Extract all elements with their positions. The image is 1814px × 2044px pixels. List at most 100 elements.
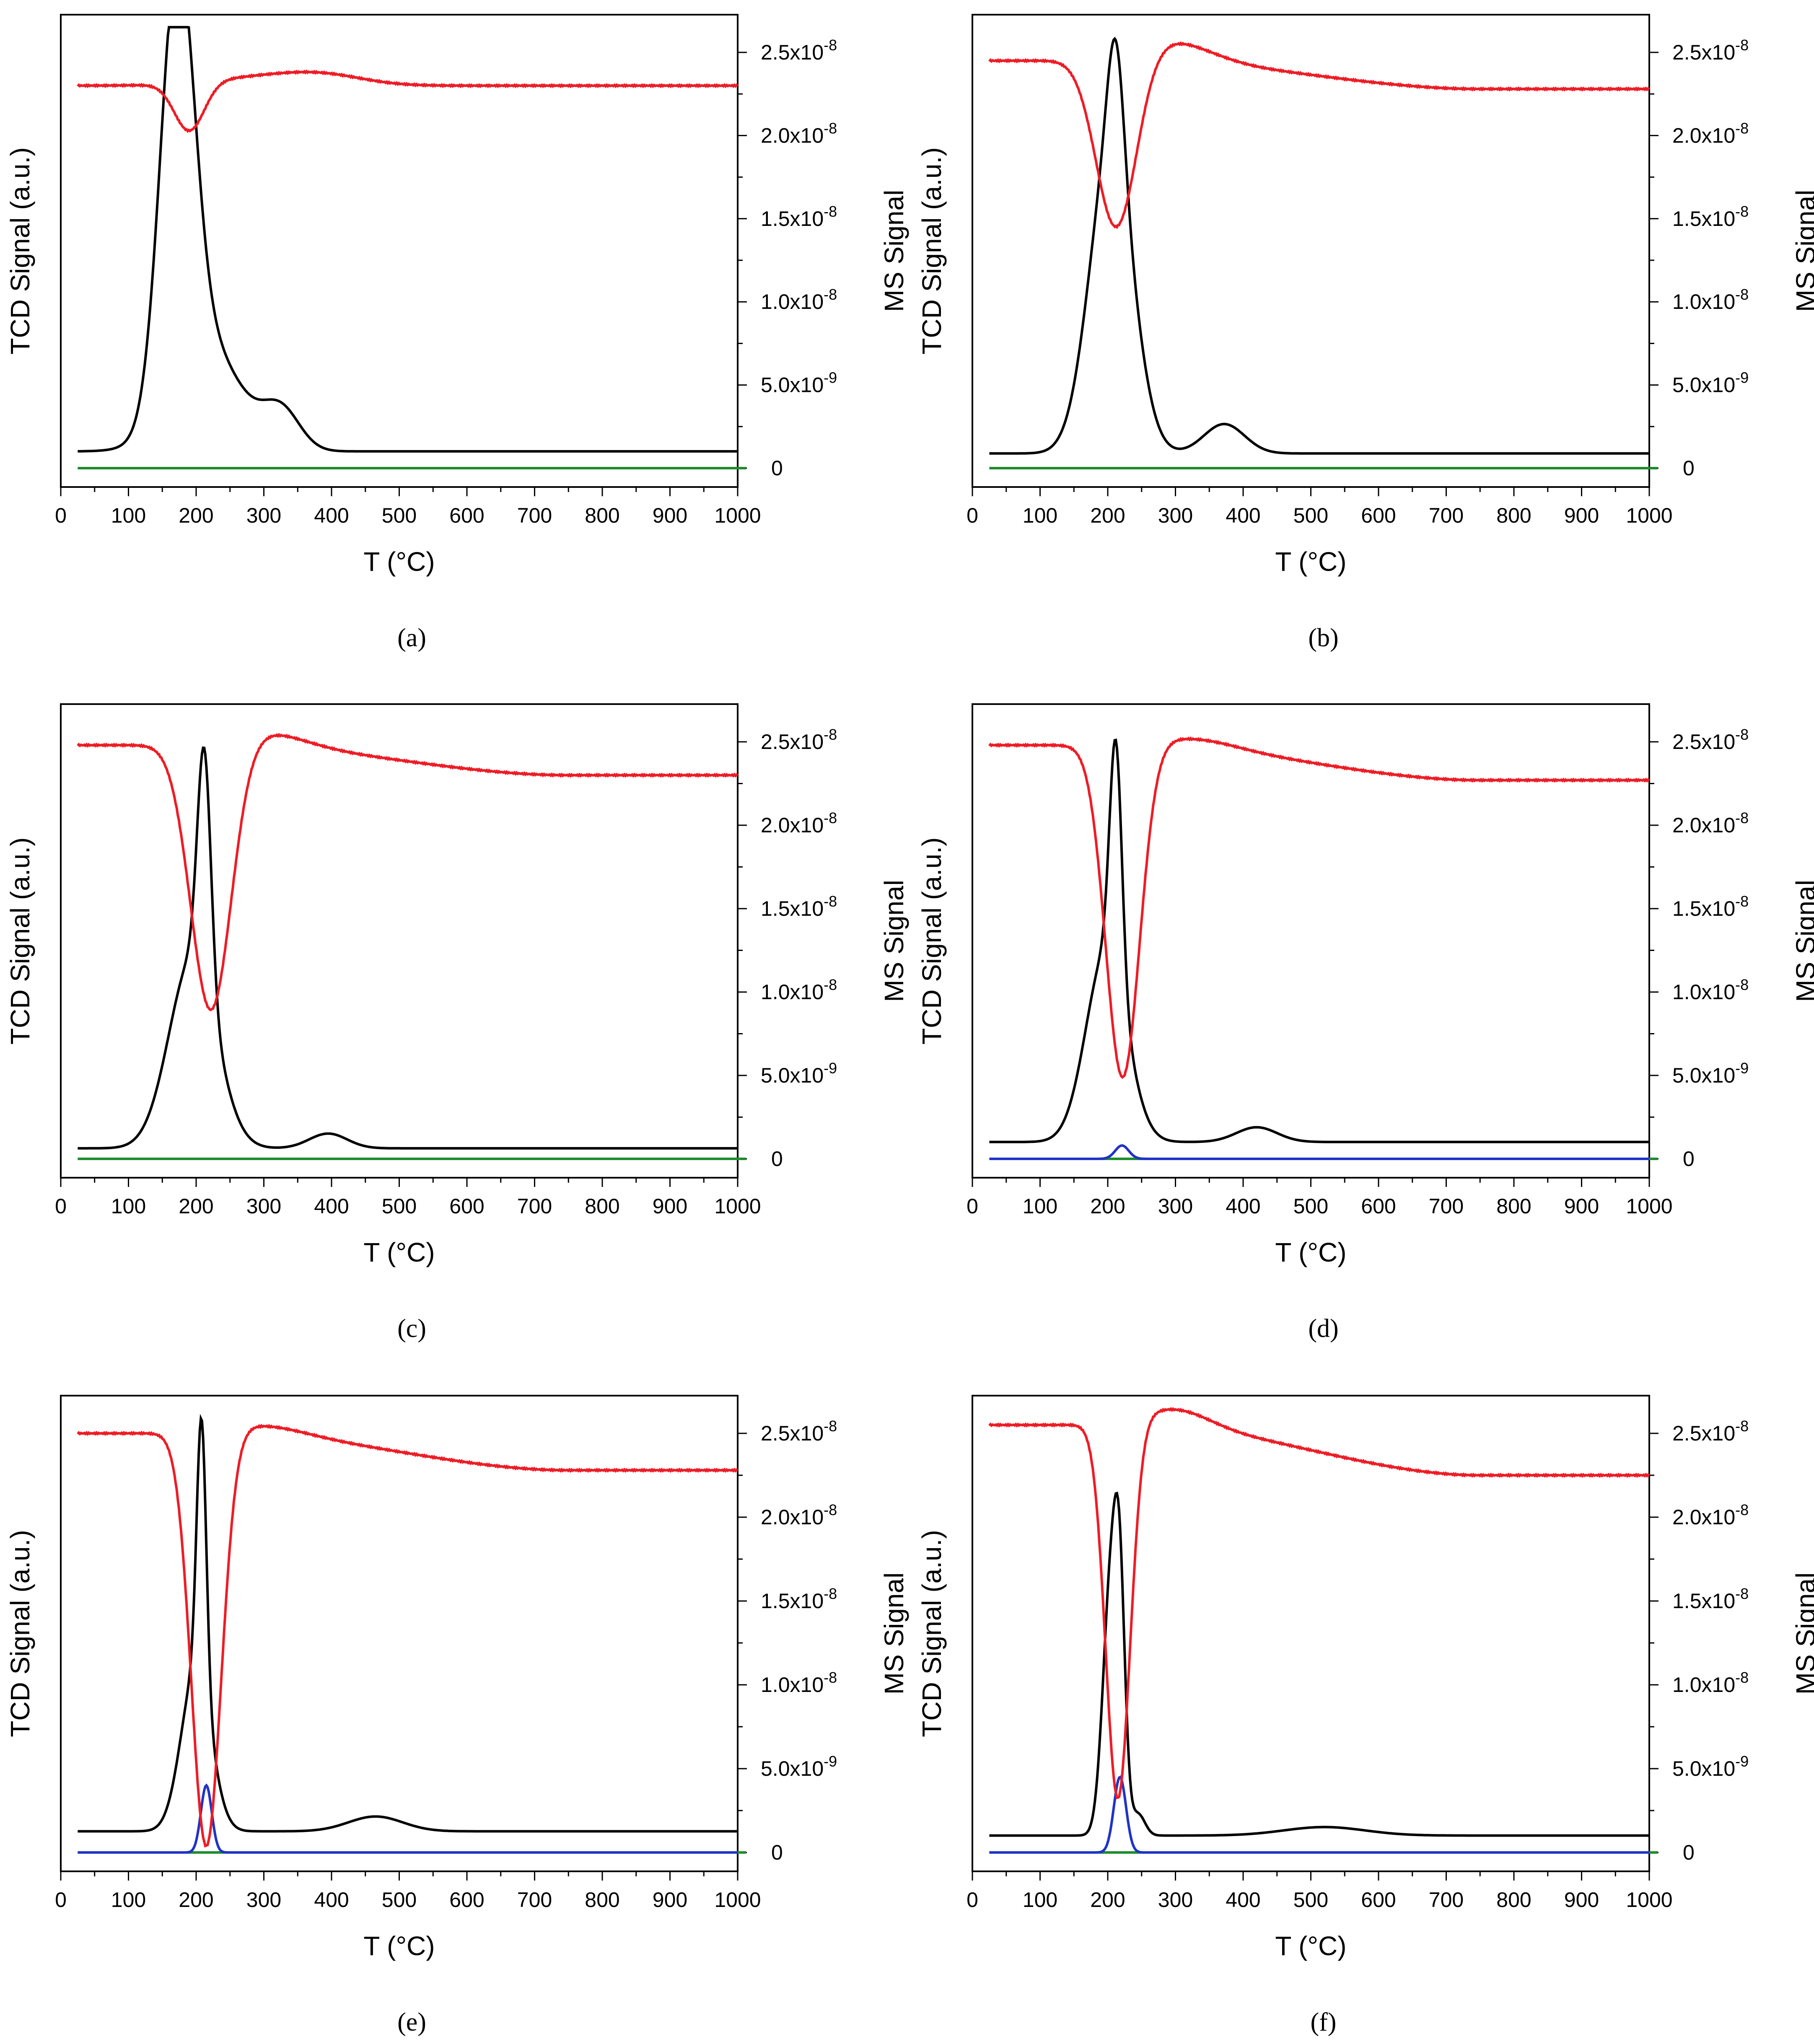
y-right-tick-label: 1.0x10-8 — [1672, 286, 1749, 313]
y-right-tick-label: 5.0x10-9 — [1672, 1753, 1749, 1780]
series-tcd — [78, 26, 738, 453]
y-right-axis-title: MS Signal — [879, 190, 909, 312]
y-right-tick-label: 0 — [771, 1147, 783, 1171]
series-ms-blue — [989, 1775, 1649, 1854]
x-tick-label: 0 — [967, 504, 978, 527]
y-right-tick-label: 1.5x10-8 — [761, 203, 837, 231]
y-right-tick-label: 1.0x10-8 — [761, 976, 837, 1004]
chart-panel-e: 0 100 200 300 400 500 600 700 800 900 1000 0 5.0x10-… — [5, 1395, 909, 2036]
x-tick-label: 100 — [111, 504, 146, 527]
x-tick-label: 900 — [653, 1194, 687, 1218]
series-ms-blue — [78, 1783, 738, 1854]
x-tick-label: 600 — [1361, 1888, 1396, 1912]
x-tick-label: 500 — [382, 504, 417, 527]
chart-panel-d: 0 100 200 300 400 500 600 700 800 900 1000 0 5.0x10-… — [917, 703, 1814, 1343]
x-tick-label: 1000 — [714, 1888, 761, 1912]
y-right-tick-label: 5.0x10-9 — [1672, 369, 1749, 397]
x-tick-label: 900 — [1564, 504, 1599, 527]
x-tick-label: 700 — [1429, 1888, 1464, 1912]
x-axis-title: T (°C) — [1275, 547, 1346, 577]
chart-panel-a: 0 100 200 300 400 500 600 700 800 900 1000 0 5.0x10-… — [5, 14, 909, 652]
x-tick-label: 400 — [1226, 1888, 1260, 1912]
x-tick-label: 200 — [179, 1888, 213, 1912]
x-tick-label: 500 — [1293, 1194, 1328, 1218]
y-right-axis-title: MS Signal — [1791, 880, 1814, 1002]
x-tick-label: 600 — [1361, 504, 1396, 527]
x-tick-label: 200 — [1090, 504, 1125, 527]
y-right-tick-label: 1.0x10-8 — [1672, 1669, 1749, 1697]
plot-frame — [972, 703, 1650, 1179]
y-right-tick-label: 1.5x10-8 — [1672, 203, 1749, 231]
x-tick-label: 200 — [179, 1194, 213, 1218]
y-right-tick-label: 0 — [771, 456, 783, 480]
y-right-tick-label: 2.5x10-8 — [1672, 726, 1749, 754]
series-ms-red — [77, 733, 739, 1011]
y-right-tick-label: 2.0x10-8 — [761, 809, 837, 837]
y-right-axis-title: MS Signal — [879, 1573, 909, 1695]
y-right-tick-label: 2.5x10-8 — [1672, 1417, 1749, 1445]
x-tick-label: 0 — [967, 1194, 978, 1218]
x-tick-label: 300 — [1158, 1194, 1193, 1218]
x-tick-label: 1000 — [1626, 1194, 1672, 1218]
y-right-tick-label: 5.0x10-9 — [1672, 1060, 1749, 1087]
x-tick-label: 800 — [585, 1888, 619, 1912]
x-axis-title: T (°C) — [1275, 1237, 1346, 1267]
y-right-axis-title: MS Signal — [879, 880, 909, 1002]
x-tick-label: 700 — [517, 1194, 552, 1218]
x-axis-title: T (°C) — [1275, 1931, 1346, 1961]
chart-panel-c: 0 100 200 300 400 500 600 700 800 900 1000 0 5.0x10-… — [5, 703, 909, 1343]
y-right-tick-label: 1.0x10-8 — [1672, 976, 1749, 1004]
x-tick-label: 400 — [314, 504, 349, 527]
x-tick-label: 900 — [1564, 1194, 1599, 1218]
x-tick-label: 1000 — [1626, 504, 1672, 527]
panel-caption: (f) — [1311, 2008, 1337, 2036]
x-tick-label: 700 — [1429, 504, 1464, 527]
x-tick-label: 600 — [449, 1194, 484, 1218]
plot-frame — [972, 1395, 1650, 1872]
y-right-tick-label: 2.0x10-8 — [1672, 119, 1749, 147]
series-tcd — [78, 746, 738, 1150]
plot-frame — [972, 14, 1650, 488]
y-left-axis-title: TCD Signal (a.u.) — [917, 1530, 947, 1737]
x-tick-label: 500 — [382, 1194, 417, 1218]
y-right-tick-label: 2.0x10-8 — [1672, 809, 1749, 837]
series-ms-red — [77, 69, 739, 133]
y-right-tick-label: 1.0x10-8 — [761, 286, 837, 313]
x-tick-label: 600 — [449, 1888, 484, 1912]
x-tick-label: 600 — [1361, 1194, 1396, 1218]
y-right-axis-title: MS Signal — [1791, 1573, 1814, 1695]
y-left-axis-title: TCD Signal (a.u.) — [5, 147, 35, 354]
x-axis-title: T (°C) — [363, 1237, 435, 1267]
y-right-tick-label: 1.5x10-8 — [1672, 1585, 1749, 1613]
panel-caption: (b) — [1308, 624, 1338, 652]
y-right-tick-label: 1.5x10-8 — [761, 1585, 837, 1613]
panel-caption: (e) — [397, 2008, 426, 2036]
x-tick-label: 300 — [1158, 1888, 1193, 1912]
x-tick-label: 300 — [246, 1194, 281, 1218]
x-tick-label: 800 — [585, 1194, 619, 1218]
x-tick-label: 100 — [111, 1888, 146, 1912]
x-tick-label: 200 — [179, 504, 213, 527]
y-left-axis-title: TCD Signal (a.u.) — [917, 147, 947, 354]
series-tcd — [989, 36, 1649, 455]
x-tick-label: 1000 — [1626, 1888, 1672, 1912]
y-right-tick-label: 0 — [1683, 1147, 1695, 1171]
x-tick-label: 400 — [1226, 1194, 1260, 1218]
x-tick-label: 0 — [55, 1194, 67, 1218]
x-tick-label: 1000 — [714, 504, 761, 527]
series-tcd — [989, 1491, 1649, 1837]
y-right-tick-label: 0 — [1683, 456, 1695, 480]
y-right-tick-label: 5.0x10-9 — [761, 1753, 837, 1780]
x-tick-label: 1000 — [714, 1194, 761, 1218]
x-tick-label: 300 — [1158, 504, 1193, 527]
x-tick-label: 500 — [1293, 1888, 1328, 1912]
chart-panel-b: 0 100 200 300 400 500 600 700 800 900 1000 0 5.0x10-… — [917, 14, 1814, 652]
y-right-tick-label: 2.5x10-8 — [1672, 36, 1749, 64]
x-tick-label: 400 — [314, 1194, 349, 1218]
y-right-tick-label: 2.0x10-8 — [1672, 1501, 1749, 1529]
series-ms-red — [77, 1424, 739, 1848]
x-tick-label: 400 — [1226, 504, 1260, 527]
series-ms-blue — [989, 1144, 1649, 1160]
x-tick-label: 700 — [517, 1888, 552, 1912]
